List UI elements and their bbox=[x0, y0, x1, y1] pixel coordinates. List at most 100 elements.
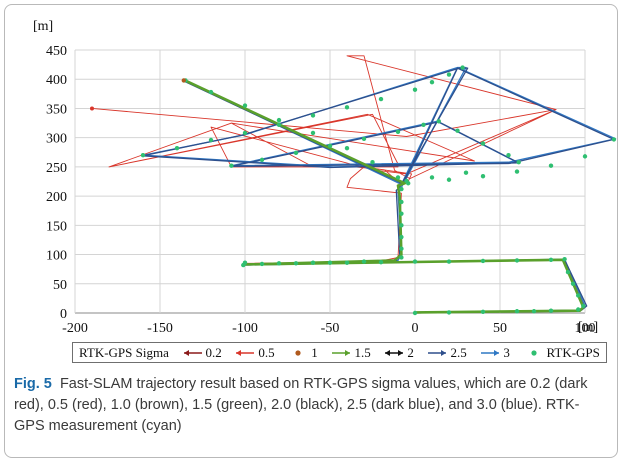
rtk-gps-point bbox=[399, 223, 404, 228]
legend-swatch-mark bbox=[398, 349, 404, 356]
rtk-gps-point bbox=[370, 160, 375, 165]
caption-label: Fig. 5 bbox=[14, 376, 52, 392]
legend-swatch-mark bbox=[345, 349, 351, 356]
rtk-gps-point bbox=[395, 175, 401, 180]
legend-label: 1 bbox=[311, 344, 318, 360]
rtk-gps-point bbox=[242, 260, 248, 265]
legend-swatch-mark bbox=[494, 349, 500, 356]
rtk-gps-point bbox=[480, 174, 486, 179]
y-tick-label: 150 bbox=[46, 219, 67, 234]
rtk-gps-point bbox=[399, 234, 404, 240]
rtk-gps-point bbox=[310, 113, 316, 118]
x-tick-label: 0 bbox=[412, 321, 419, 336]
rtk-gps-point bbox=[276, 261, 282, 266]
legend-swatch bbox=[332, 349, 351, 356]
rtk-gps-point bbox=[463, 170, 469, 175]
legend-label: 0.5 bbox=[258, 344, 275, 360]
y-tick-label: 0 bbox=[60, 307, 67, 322]
legend: RTK-GPS Sigma 0.2 0.5 1 1.5 2 2.5 3 RTK-GPS bbox=[72, 342, 607, 363]
legend-swatch-mark bbox=[530, 349, 537, 356]
rtk-gps-point bbox=[570, 281, 576, 286]
rtk-gps-point bbox=[399, 211, 404, 216]
legend-label: 1.5 bbox=[354, 344, 371, 360]
grid bbox=[74, 49, 586, 314]
legend-item: 0.2 bbox=[182, 345, 222, 361]
rtk-gps-point bbox=[140, 153, 146, 158]
legend-item: 0.5 bbox=[234, 344, 275, 361]
legend-item: RTK-GPS bbox=[523, 345, 600, 361]
rtk-gps-point bbox=[446, 177, 452, 182]
legend-label: 3 bbox=[503, 344, 510, 360]
rtk-gps-point bbox=[310, 260, 316, 265]
rtk-gps-point bbox=[446, 310, 452, 315]
legend-swatch-mark bbox=[441, 349, 447, 356]
rtk-gps-point bbox=[404, 178, 409, 184]
x-tick-label: -50 bbox=[321, 321, 340, 336]
rtk-gps-point bbox=[412, 87, 418, 92]
rtk-gps-point bbox=[514, 169, 520, 174]
rtk-gps-point bbox=[514, 309, 520, 314]
y-axis-label: [m] bbox=[33, 19, 53, 34]
rtk-gps-point bbox=[259, 157, 265, 163]
rtk-gps-point bbox=[293, 261, 299, 266]
rtk-gps-point bbox=[480, 258, 486, 264]
series-start-marker bbox=[90, 106, 94, 111]
rtk-gps-point bbox=[242, 130, 248, 136]
rtk-gps-point bbox=[293, 150, 299, 156]
rtk-gps-point bbox=[378, 259, 384, 265]
series-line-0_5 bbox=[91, 55, 586, 314]
rtk-gps-point bbox=[582, 154, 588, 159]
rtk-gps-point bbox=[361, 259, 367, 264]
x-tick-label: -100 bbox=[232, 321, 258, 336]
rtk-gps-point bbox=[576, 307, 581, 312]
rtk-gps-point bbox=[446, 259, 452, 264]
rtk-gps-point bbox=[276, 122, 282, 128]
rtk-gps-point bbox=[581, 303, 586, 309]
series-start-marker bbox=[181, 78, 186, 83]
series-line-3 bbox=[142, 66, 617, 314]
rtk-gps-point bbox=[548, 308, 554, 313]
rtk-gps-point bbox=[480, 309, 486, 315]
rtk-gps-point bbox=[506, 153, 511, 158]
rtk-gps-point bbox=[395, 129, 401, 135]
y-tick-label: 100 bbox=[46, 249, 67, 264]
legend-swatch-mark bbox=[385, 349, 391, 356]
rtk-gps-point bbox=[514, 258, 520, 263]
legend-item: 1 bbox=[287, 345, 318, 361]
rtk-gps-point bbox=[548, 257, 554, 263]
rtk-gps-point bbox=[259, 261, 265, 267]
legend-label: RTK-GPS bbox=[546, 344, 600, 360]
legend-label: 2.5 bbox=[450, 344, 467, 360]
rtk-gps-point bbox=[412, 259, 418, 264]
figure-caption: Fig. 5 Fast-SLAM trajectory result based… bbox=[14, 374, 610, 437]
legend-swatch-mark bbox=[236, 349, 242, 356]
y-tick-label: 450 bbox=[46, 44, 67, 59]
rtk-gps-point bbox=[399, 199, 404, 205]
rtk-gps-point bbox=[208, 137, 214, 143]
rtk-gps-point bbox=[344, 145, 350, 151]
y-tick-label: 50 bbox=[53, 278, 67, 293]
x-tick-label: -150 bbox=[147, 321, 173, 336]
rtk-gps-point bbox=[174, 145, 180, 151]
rtk-gps-point bbox=[399, 186, 404, 192]
rtk-gps-point bbox=[421, 122, 426, 128]
rtk-gps-point bbox=[516, 160, 521, 165]
rtk-gps-point bbox=[429, 79, 435, 85]
rtk-gps-point bbox=[576, 293, 581, 298]
y-tick-label: 400 bbox=[46, 73, 67, 88]
rtk-gps-point bbox=[460, 65, 465, 70]
legend-swatch bbox=[530, 349, 537, 356]
rtk-gps-point bbox=[446, 72, 452, 77]
legend-title: RTK-GPS Sigma bbox=[79, 344, 169, 360]
legend-swatch bbox=[295, 349, 301, 356]
rtk-gps-point bbox=[399, 255, 404, 260]
legend-swatch-mark bbox=[295, 349, 301, 356]
x-tick-label: -200 bbox=[62, 321, 88, 336]
legend-swatch bbox=[236, 349, 255, 356]
legend-item: 2 bbox=[383, 345, 414, 361]
trajectory-chart: 0 50 100 150 200 250 300 350 400 450 -200 -150 -100 -… bbox=[33, 19, 617, 336]
rtk-gps-point bbox=[531, 309, 537, 314]
x-tick-label: 100 bbox=[575, 321, 596, 336]
legend-item: 2.5 bbox=[426, 344, 467, 361]
legend-swatch bbox=[428, 349, 447, 356]
